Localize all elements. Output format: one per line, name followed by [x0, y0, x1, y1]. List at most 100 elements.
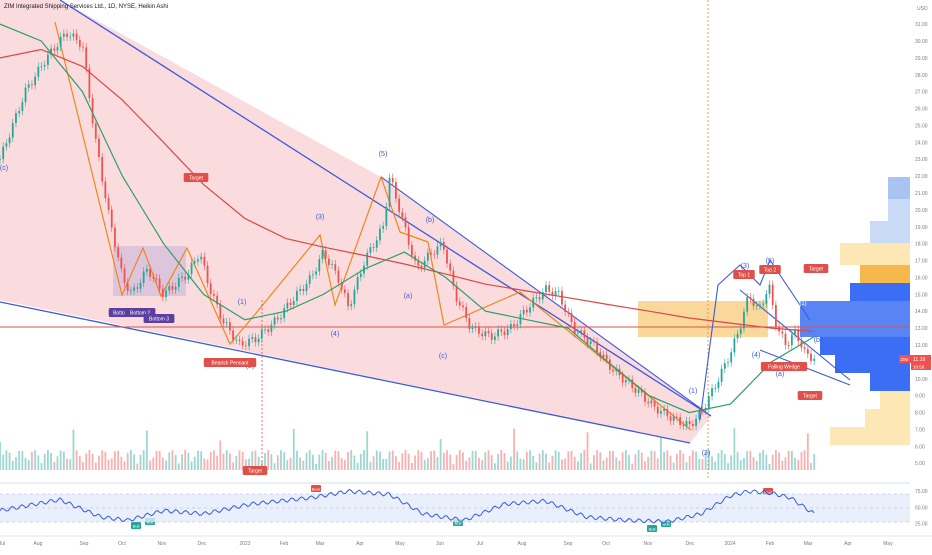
candle-body — [181, 276, 183, 278]
time-tick-label: Oct — [602, 541, 610, 547]
volume-bar — [213, 450, 215, 470]
candle-body — [624, 380, 627, 383]
candle-body — [43, 64, 46, 67]
volume-bar — [302, 460, 305, 470]
candle-body — [213, 293, 215, 296]
candle-body — [123, 268, 126, 283]
volume-bar — [110, 458, 113, 470]
time-tick-label: Dec — [198, 541, 207, 547]
candle-body — [203, 256, 206, 266]
volume-bar — [573, 456, 576, 470]
candle-body — [82, 46, 84, 48]
wave-label: (b) — [426, 217, 435, 224]
volume-bar — [538, 453, 541, 470]
candle-body — [640, 389, 643, 393]
candle-body — [130, 290, 132, 292]
rsi-signal-label: Bear — [764, 489, 773, 494]
candle-body — [88, 68, 91, 99]
volume-bar — [701, 458, 704, 470]
candle-body — [347, 293, 349, 307]
candle-body — [337, 270, 340, 283]
volume-bar — [497, 454, 500, 470]
candle-body — [787, 345, 790, 346]
volume-bar — [513, 428, 515, 470]
wave-label: (1) — [689, 388, 698, 395]
volume-bar — [69, 459, 72, 470]
annotation-badge — [183, 173, 209, 182]
volume-bar — [340, 458, 343, 470]
volume-bar — [730, 455, 733, 470]
candle-body — [774, 304, 777, 327]
candle-body — [404, 217, 407, 228]
candle-body — [37, 66, 40, 77]
candle-body — [794, 329, 796, 335]
candle-body — [340, 282, 343, 290]
candle-body — [270, 324, 273, 332]
volume-bar — [21, 451, 24, 470]
volume-bar — [280, 450, 282, 470]
candle-body — [94, 123, 97, 139]
candle-body — [321, 250, 324, 260]
volume-bar — [797, 460, 800, 470]
volume-bar — [62, 451, 65, 470]
price-tick-label: 16.00 — [915, 275, 928, 281]
candle-body — [388, 177, 391, 207]
candle-body — [155, 278, 158, 280]
volume-bar — [375, 450, 378, 470]
candle-body — [599, 352, 602, 357]
volume-bar — [691, 450, 694, 470]
candle-body — [656, 406, 659, 414]
price-tick-label: 9.00 — [915, 394, 925, 400]
volume-bar — [430, 451, 432, 470]
volume-bar — [446, 450, 448, 470]
candle-body — [439, 241, 442, 247]
volume-bar — [152, 457, 155, 470]
candle-body — [631, 379, 634, 389]
candle-body — [193, 261, 196, 264]
rsi-signal-label: Bull — [455, 520, 462, 525]
volume-bar — [787, 450, 790, 470]
zigzag-wave-line — [54, 21, 692, 431]
candle-body — [679, 417, 682, 425]
candle-body — [561, 290, 563, 305]
rsi-signal-badge — [647, 525, 657, 532]
volume-bar — [225, 450, 228, 470]
candle-body — [318, 259, 321, 272]
candle-body — [519, 314, 522, 325]
volume-bar — [436, 457, 439, 470]
candle-body — [139, 282, 142, 289]
volume-bar — [363, 450, 365, 470]
volume-bar — [583, 450, 586, 470]
candle-body — [59, 36, 62, 48]
volume-bar — [200, 451, 203, 470]
candle-body — [334, 264, 337, 271]
volume-bar — [605, 457, 608, 470]
candle-body — [280, 318, 282, 320]
volume-bar — [101, 450, 104, 470]
candle-body — [471, 327, 474, 329]
annotation-badge — [803, 264, 829, 273]
volume-bar — [500, 450, 503, 470]
volume-bar — [755, 460, 758, 470]
candle-body — [580, 330, 583, 333]
rsi-signal-badge — [763, 488, 773, 495]
candle-body — [8, 137, 11, 144]
price-tick-label: 23.00 — [915, 157, 928, 163]
countdown-label: 10:59 — [913, 365, 925, 370]
candle-body — [395, 182, 397, 199]
wave-label: (c) — [0, 165, 8, 172]
price-tick-label: 13.00 — [915, 326, 928, 332]
candle-body — [257, 338, 260, 343]
volume-bar — [733, 428, 736, 470]
time-tick-label: Feb — [766, 541, 775, 547]
annotation-badge-label: Falling Wedge — [768, 365, 800, 371]
volume-profile-bars — [820, 177, 910, 445]
price-tick-label: 6.00 — [915, 444, 925, 450]
candle-body — [586, 337, 589, 345]
price-tick-label: 28.00 — [915, 73, 928, 79]
rsi-signal-badge — [311, 485, 321, 492]
moving-averages-layer — [0, 23, 815, 414]
volume-bar — [743, 457, 745, 470]
volume-profile-left-zone — [638, 301, 768, 337]
